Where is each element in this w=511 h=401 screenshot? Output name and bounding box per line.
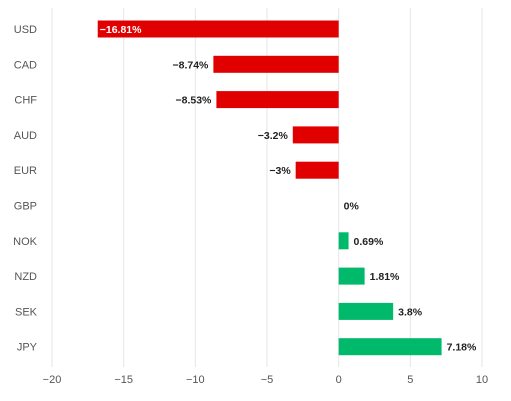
x-axis-ticks: −20 −15 −10 −5 0 5 10 (43, 374, 488, 386)
bar (292, 126, 339, 144)
bar (216, 91, 339, 109)
category-label: JPY (17, 342, 38, 354)
value-label: −3% (269, 165, 291, 177)
x-tick-label: 0 (336, 374, 342, 386)
value-label: 0.69% (354, 236, 384, 248)
bar (338, 267, 365, 285)
category-label: AUD (14, 130, 37, 142)
x-tick-label: −20 (43, 374, 62, 386)
x-tick-label: −10 (186, 374, 205, 386)
value-label: 3.8% (398, 306, 423, 318)
bar (213, 55, 339, 73)
bar (338, 338, 442, 356)
x-tick-label: −15 (114, 374, 133, 386)
bar (97, 20, 339, 38)
category-label: CHF (14, 95, 37, 107)
category-label: NOK (13, 236, 38, 248)
category-label: SEK (15, 306, 38, 318)
value-label: 0% (344, 201, 360, 213)
category-labels: USD CAD CHF AUD EUR GBP NOK NZD SEK JPY (13, 24, 38, 354)
value-label: −3.2% (258, 130, 289, 142)
x-tick-label: 5 (407, 374, 413, 386)
x-tick-label: 10 (476, 374, 488, 386)
value-label: −16.81% (100, 24, 142, 36)
bar (338, 302, 394, 320)
bar (338, 232, 349, 250)
bars-group (97, 20, 442, 356)
category-label: USD (14, 24, 37, 36)
value-label: −8.74% (172, 59, 209, 71)
x-tick-label: −5 (261, 374, 274, 386)
category-label: CAD (14, 59, 37, 71)
category-label: EUR (14, 165, 37, 177)
value-labels: −16.81% −8.74% −8.53% −3.2% −3% 0% 0.69% 1.81% 3… (100, 24, 477, 354)
category-label: GBP (14, 201, 37, 213)
value-label: 1.81% (370, 271, 400, 283)
value-label: 7.18% (447, 342, 477, 354)
value-label: −8.53% (175, 95, 212, 107)
bar (295, 161, 339, 179)
category-label: NZD (14, 271, 37, 283)
